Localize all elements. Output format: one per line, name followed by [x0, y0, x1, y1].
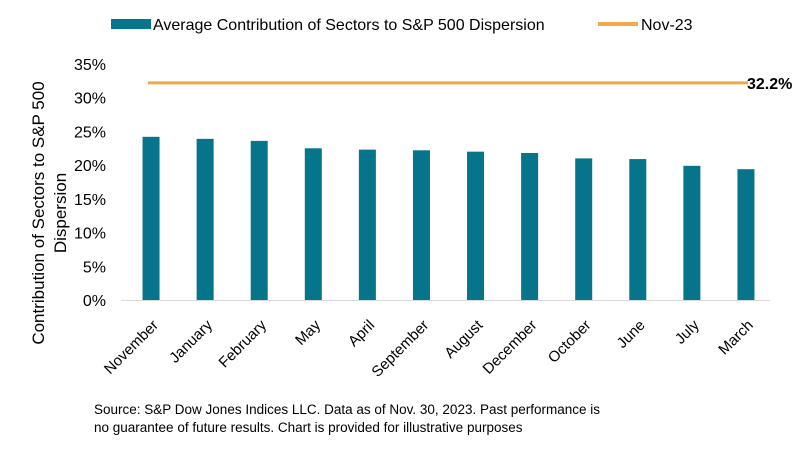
x-tick-label: January: [166, 316, 216, 366]
x-axis-categories: November January February May AprilSeptember…: [101, 316, 757, 380]
y-tick-label: 30%: [74, 91, 106, 108]
legend-label-line: Nov-23: [641, 17, 693, 34]
bar-april: [358, 149, 376, 300]
y-tick-label: 5%: [83, 259, 106, 276]
bar-january: [196, 138, 214, 300]
y-tick-label: 25%: [74, 124, 106, 141]
y-tick-label: 10%: [74, 226, 106, 243]
y-tick-label: 15%: [74, 192, 106, 209]
x-tick-label: February: [216, 316, 271, 371]
x-tick-label: September: [368, 317, 432, 381]
y-axis-title-line-2: Dispersion: [51, 173, 70, 253]
bar-may: [304, 148, 322, 300]
bar-november: [142, 136, 160, 300]
legend-label-bars: Average Contribution of Sectors to S&P 5…: [153, 17, 545, 34]
y-tick-label: 0%: [83, 293, 106, 310]
y-tick-label: 20%: [74, 158, 106, 175]
y-tick-label: 35%: [74, 57, 106, 74]
y-axis-title-line-1: Contribution of Sectors to S&P 500: [29, 81, 48, 344]
x-tick-label: October: [545, 317, 595, 367]
x-tick-label: April: [345, 317, 378, 350]
bar-february: [250, 140, 268, 300]
bar-july: [683, 165, 701, 300]
bar-october: [575, 158, 593, 300]
reference-line-label: 32.2%: [747, 76, 792, 93]
legend-swatch-bars: [111, 19, 151, 29]
x-tick-label: July: [672, 316, 703, 347]
bar-june: [629, 159, 647, 300]
x-tick-label: August: [441, 316, 487, 362]
reference-line-group: 32.2%: [148, 76, 792, 93]
bars: [142, 136, 755, 300]
y-axis-title: Contribution of Sectors to S&P 500 Dispe…: [29, 81, 70, 344]
x-tick-label: November: [101, 317, 162, 378]
x-tick-label: December: [479, 317, 540, 378]
legend: Average Contribution of Sectors to S&P 5…: [111, 17, 693, 34]
x-tick-label: March: [715, 317, 756, 358]
bar-august: [467, 151, 485, 300]
bar-march: [737, 169, 755, 300]
y-axis: 0% 5% 10% 15% 20% 25% 30% 35%: [74, 57, 106, 310]
x-tick-label: June: [614, 317, 649, 352]
x-tick-label: May: [292, 316, 324, 348]
bar-september: [412, 150, 430, 300]
source-note: Source: S&P Dow Jones Indices LLC. Data …: [94, 402, 601, 435]
bar-december: [521, 153, 539, 300]
